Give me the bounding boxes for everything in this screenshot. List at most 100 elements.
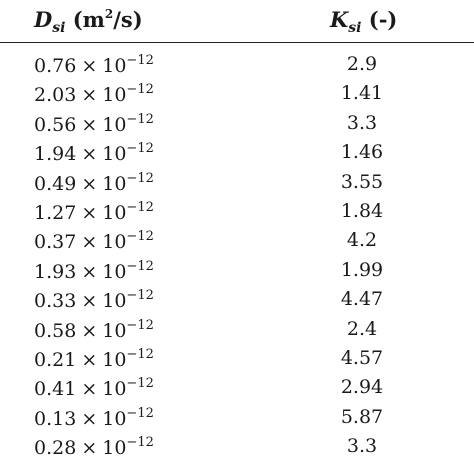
partition-cell: 3.3 [346, 435, 378, 458]
table-row: 0.76 × 10−12 2.9 [0, 50, 474, 79]
times-sign: × [81, 407, 98, 430]
diffusivity-mantissa: 1.93 [34, 260, 77, 283]
partition-cell: 4.47 [340, 288, 384, 311]
diffusivity-cell: 0.41 × 10−12 [34, 376, 154, 400]
header-diffusivity-symbol: D [34, 7, 53, 32]
table-row: 0.33 × 10−12 4.47 [0, 285, 474, 314]
power-exponent: −12 [126, 317, 154, 333]
table-row: 1.93 × 10−12 1.99 [0, 256, 474, 285]
power-base: 10 [102, 260, 127, 283]
table-header: Dsi (m2/s) Ksi (-) [0, 0, 474, 42]
partition-cell: 4.57 [340, 346, 384, 369]
times-sign: × [81, 348, 98, 371]
times-sign: × [81, 201, 98, 224]
power-exponent: −12 [126, 435, 154, 451]
diffusivity-mantissa: 0.13 [34, 407, 77, 430]
power-base: 10 [102, 437, 127, 460]
partition-cell: 4.2 [346, 229, 378, 252]
diffusivity-mantissa: 0.58 [34, 319, 77, 342]
times-sign: × [81, 437, 98, 460]
diffusivity-mantissa: 0.21 [34, 348, 77, 371]
table-row: 1.27 × 10−12 1.84 [0, 197, 474, 226]
diffusivity-cell: 0.33 × 10−12 [34, 288, 154, 312]
partition-cell: 1.99 [340, 258, 384, 281]
diffusivity-cell: 0.21 × 10−12 [34, 347, 154, 371]
partition-cell: 3.3 [346, 111, 378, 134]
power-exponent: −12 [126, 258, 154, 274]
power-base: 10 [102, 231, 127, 254]
times-sign: × [81, 143, 98, 166]
diffusivity-mantissa: 0.41 [34, 378, 77, 401]
table-row: 1.94 × 10−12 1.46 [0, 138, 474, 167]
power-base: 10 [102, 84, 127, 107]
power-exponent: −12 [126, 53, 154, 68]
power-base: 10 [102, 348, 127, 371]
diffusivity-cell: 2.03 × 10−12 [34, 82, 154, 106]
diffusivity-cell: 0.76 × 10−12 [34, 53, 154, 77]
header-partition: Ksi (-) [330, 7, 397, 36]
diffusivity-cell: 0.56 × 10−12 [34, 112, 154, 136]
diffusivity-mantissa: 0.49 [34, 172, 77, 195]
table-body: 0.76 × 10−12 2.9 2.03 × 10−12 1.41 0.56 × 10−12 3.3… [0, 50, 474, 461]
power-exponent: −12 [126, 82, 154, 98]
power-base: 10 [102, 378, 127, 401]
header-diffusivity-unit-sup: 2 [104, 7, 114, 21]
power-base: 10 [102, 113, 127, 136]
power-base: 10 [102, 172, 127, 195]
times-sign: × [81, 290, 98, 313]
power-base: 10 [102, 290, 127, 313]
power-base: 10 [102, 55, 127, 77]
diffusivity-cell: 0.13 × 10−12 [34, 406, 154, 430]
times-sign: × [81, 172, 98, 195]
table-row: 0.41 × 10−12 2.94 [0, 373, 474, 402]
diffusivity-mantissa: 1.27 [34, 201, 77, 224]
header-partition-unit: (-) [368, 7, 398, 32]
diffusivity-cell: 0.58 × 10−12 [34, 318, 154, 342]
diffusivity-cell: 0.28 × 10−12 [34, 435, 154, 459]
table-row: 0.21 × 10−12 4.57 [0, 344, 474, 373]
table-row: 0.37 × 10−12 4.2 [0, 226, 474, 255]
power-exponent: −12 [126, 170, 154, 186]
table-row: 0.58 × 10−12 2.4 [0, 315, 474, 344]
power-exponent: −12 [126, 405, 154, 421]
diffusivity-cell: 1.93 × 10−12 [34, 259, 154, 283]
times-sign: × [81, 378, 98, 401]
times-sign: × [81, 319, 98, 342]
partition-cell: 2.9 [346, 53, 378, 75]
table-row: 0.28 × 10−12 3.3 [0, 432, 474, 461]
times-sign: × [81, 260, 98, 283]
header-rule [0, 42, 474, 43]
times-sign: × [81, 55, 98, 77]
times-sign: × [81, 113, 98, 136]
power-base: 10 [102, 407, 127, 430]
diffusivity-mantissa: 1.94 [34, 143, 77, 166]
power-exponent: −12 [126, 346, 154, 362]
partition-cell: 2.4 [346, 317, 378, 340]
diffusivity-cell: 0.49 × 10−12 [34, 171, 154, 195]
diffusivity-mantissa: 0.56 [34, 113, 77, 136]
power-exponent: −12 [126, 199, 154, 215]
power-exponent: −12 [126, 229, 154, 245]
power-base: 10 [102, 143, 127, 166]
diffusivity-cell: 0.37 × 10−12 [34, 229, 154, 253]
diffusivity-cell: 1.94 × 10−12 [34, 141, 154, 165]
table-row: 0.13 × 10−12 5.87 [0, 403, 474, 432]
power-exponent: −12 [126, 288, 154, 304]
table-row: 0.49 × 10−12 3.55 [0, 168, 474, 197]
power-exponent: −12 [126, 376, 154, 392]
power-exponent: −12 [126, 141, 154, 157]
partition-cell: 1.84 [340, 199, 384, 222]
partition-cell: 2.94 [340, 376, 384, 399]
partition-cell: 3.55 [340, 170, 384, 193]
header-diffusivity-unit-close: /s) [113, 7, 143, 32]
header-diffusivity-unit-open: (m [72, 7, 105, 32]
power-base: 10 [102, 319, 127, 342]
partition-cell: 1.46 [340, 141, 384, 164]
power-base: 10 [102, 201, 127, 224]
header-diffusivity: Dsi (m2/s) [34, 7, 143, 36]
table-row: 2.03 × 10−12 1.41 [0, 79, 474, 108]
header-diffusivity-subscript: si [52, 20, 66, 36]
diffusivity-mantissa: 0.37 [34, 231, 77, 254]
diffusivity-mantissa: 2.03 [34, 84, 77, 107]
